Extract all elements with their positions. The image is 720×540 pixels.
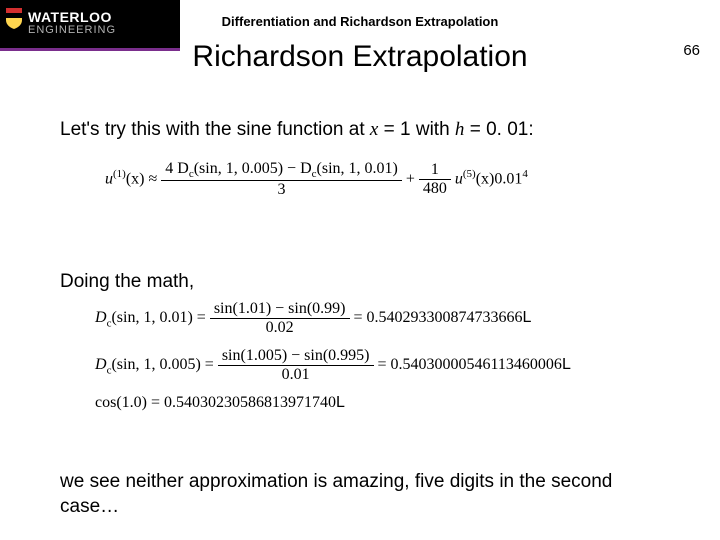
eq1-u: u [105, 170, 113, 187]
intro-prefix: Let's try this with the sine function at [60, 119, 370, 140]
cos-ell: L [336, 394, 345, 411]
slide-title: Richardson Extrapolation [0, 40, 720, 74]
dc1-row: Dc(sin, 1, 0.01) = sin(1.01) − sin(0.99)… [95, 300, 635, 337]
cos-row: cos(1.0) = 0.54030230586813971740L [95, 394, 635, 412]
dc1-D: D [95, 309, 107, 326]
dc2-den: 0.01 [218, 366, 374, 384]
eq1-coefnum: 1 [419, 161, 451, 180]
dc1-args: (sin, 1, 0.01) = [111, 309, 205, 326]
dc2-row: Dc(sin, 1, 0.005) = sin(1.005) − sin(0.9… [95, 347, 635, 384]
eq1-coefden: 480 [419, 180, 451, 198]
equation-block: Dc(sin, 1, 0.01) = sin(1.01) − sin(0.99)… [95, 300, 635, 422]
slide-topic: Differentiation and Richardson Extrapola… [0, 14, 720, 29]
eq1-plus: + [406, 170, 415, 187]
doing-math: Doing the math, [60, 270, 194, 295]
eq1-approx: ≈ [148, 170, 157, 187]
intro-mid1: = 1 with [378, 119, 455, 140]
dc2-num: sin(1.005) − sin(0.995) [218, 347, 374, 366]
eq1-frac1: 4 Dc(sin, 1, 0.005) − Dc(sin, 1, 0.01) 3 [161, 160, 402, 199]
dc2-args: (sin, 1, 0.005) = [111, 356, 213, 373]
eq1-sup: (1) [113, 168, 126, 180]
dc2-ell: L [562, 356, 571, 373]
dc2-frac: sin(1.005) − sin(0.995) 0.01 [218, 347, 374, 384]
eq1-numargs: (sin, 1, 0.005) − D [194, 160, 312, 177]
eq1-tailx: (x) [476, 170, 495, 187]
eq1-tailexp: 4 [522, 168, 528, 180]
dc1-val: = 0.540293300874733666 [354, 309, 523, 326]
conclusion: we see neither approximation is amazing,… [60, 470, 660, 519]
eq1-tailsup: (5) [463, 168, 476, 180]
eq1-numargs2: (sin, 1, 0.01) [317, 160, 398, 177]
intro-suffix: = 0. 01: [464, 119, 533, 140]
eq1-den: 3 [161, 181, 402, 199]
dc1-den: 0.02 [210, 319, 350, 337]
eq1-frac2: 1 480 [419, 161, 451, 198]
eq1-num1: 4 D [165, 160, 189, 177]
eq1-tailh: 0.01 [494, 170, 522, 187]
dc1-num: sin(1.01) − sin(0.99) [210, 300, 350, 319]
eq1-tailu: u [455, 170, 463, 187]
dc1-ell: L [523, 309, 532, 326]
dc2-D: D [95, 356, 107, 373]
intro-line: Let's try this with the sine function at… [60, 118, 534, 143]
equation-main: u(1)(x) ≈ 4 Dc(sin, 1, 0.005) − Dc(sin, … [105, 160, 585, 199]
eq1-x: (x) [126, 170, 145, 187]
dc2-val: = 0.54030000546113460006 [378, 356, 562, 373]
cos-lhs: cos(1.0) = 0.54030230586813971740 [95, 394, 336, 411]
intro-h: h [455, 119, 465, 140]
dc1-frac: sin(1.01) − sin(0.99) 0.02 [210, 300, 350, 337]
